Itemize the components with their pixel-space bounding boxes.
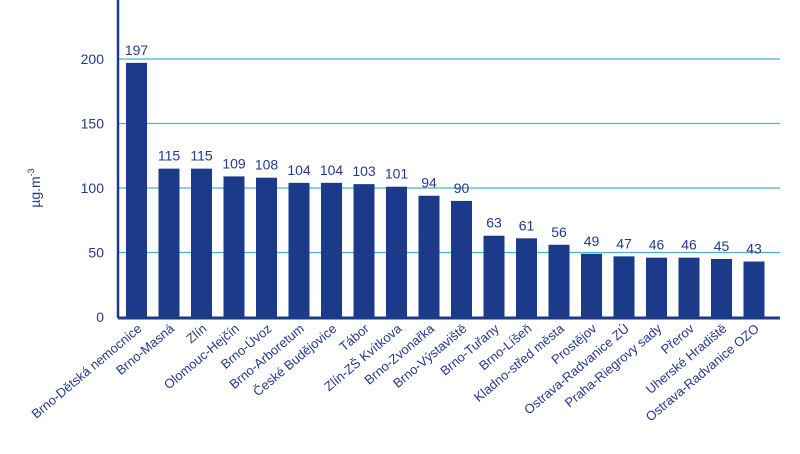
bar — [321, 182, 342, 317]
data-label: 61 — [519, 217, 535, 233]
bar — [581, 253, 602, 317]
y-axis-label-main: µg.m — [27, 176, 43, 207]
bar — [191, 168, 212, 317]
data-label: 45 — [714, 238, 730, 254]
bar — [548, 244, 570, 317]
bar — [451, 200, 472, 317]
bar — [158, 168, 180, 317]
y-tick-label: 200 — [81, 51, 105, 67]
bar — [483, 235, 505, 317]
data-label: 108 — [255, 157, 279, 173]
data-label: 63 — [486, 215, 502, 231]
y-tick-label: 0 — [96, 309, 104, 325]
bar — [516, 238, 537, 317]
bars — [126, 62, 765, 318]
bar — [386, 186, 407, 317]
data-label: 49 — [584, 233, 600, 249]
bar — [613, 256, 635, 317]
data-label: 197 — [125, 42, 149, 58]
data-label: 104 — [287, 162, 311, 178]
bar — [353, 184, 375, 317]
bar — [711, 258, 732, 317]
y-tick-label: 100 — [81, 180, 105, 196]
y-tick-label: 250 — [81, 0, 105, 3]
data-label: 94 — [421, 175, 437, 191]
bar — [743, 261, 765, 317]
data-label: 115 — [190, 148, 213, 164]
bar — [223, 176, 245, 317]
bar — [256, 177, 277, 317]
data-labels: 197 115 115 109 108 104 104 103 101 94 90 63 61 56 49 4… — [125, 42, 762, 257]
data-label: 47 — [616, 235, 632, 251]
bar — [126, 62, 147, 318]
data-label: 46 — [681, 237, 697, 253]
data-label: 101 — [385, 166, 409, 182]
y-axis-label: µg.m-3 — [26, 168, 43, 207]
data-label: 56 — [551, 224, 567, 240]
bar — [646, 257, 667, 317]
gridlines — [118, 58, 780, 254]
data-label: 104 — [320, 162, 344, 178]
y-tick-label: 50 — [88, 245, 104, 261]
data-label: 115 — [158, 148, 181, 164]
bar — [678, 257, 700, 317]
y-axis-label-sup: -3 — [26, 168, 36, 176]
bar — [418, 195, 440, 317]
y-tick-label: 150 — [81, 116, 105, 132]
y-axis-ticks: 0 50 100 150 200 250 — [81, 0, 105, 325]
data-label: 103 — [352, 163, 376, 179]
data-label: 90 — [454, 180, 470, 196]
data-label: 109 — [222, 155, 246, 171]
bar — [288, 182, 310, 317]
data-label: 46 — [649, 237, 665, 253]
data-label: 43 — [746, 241, 762, 257]
